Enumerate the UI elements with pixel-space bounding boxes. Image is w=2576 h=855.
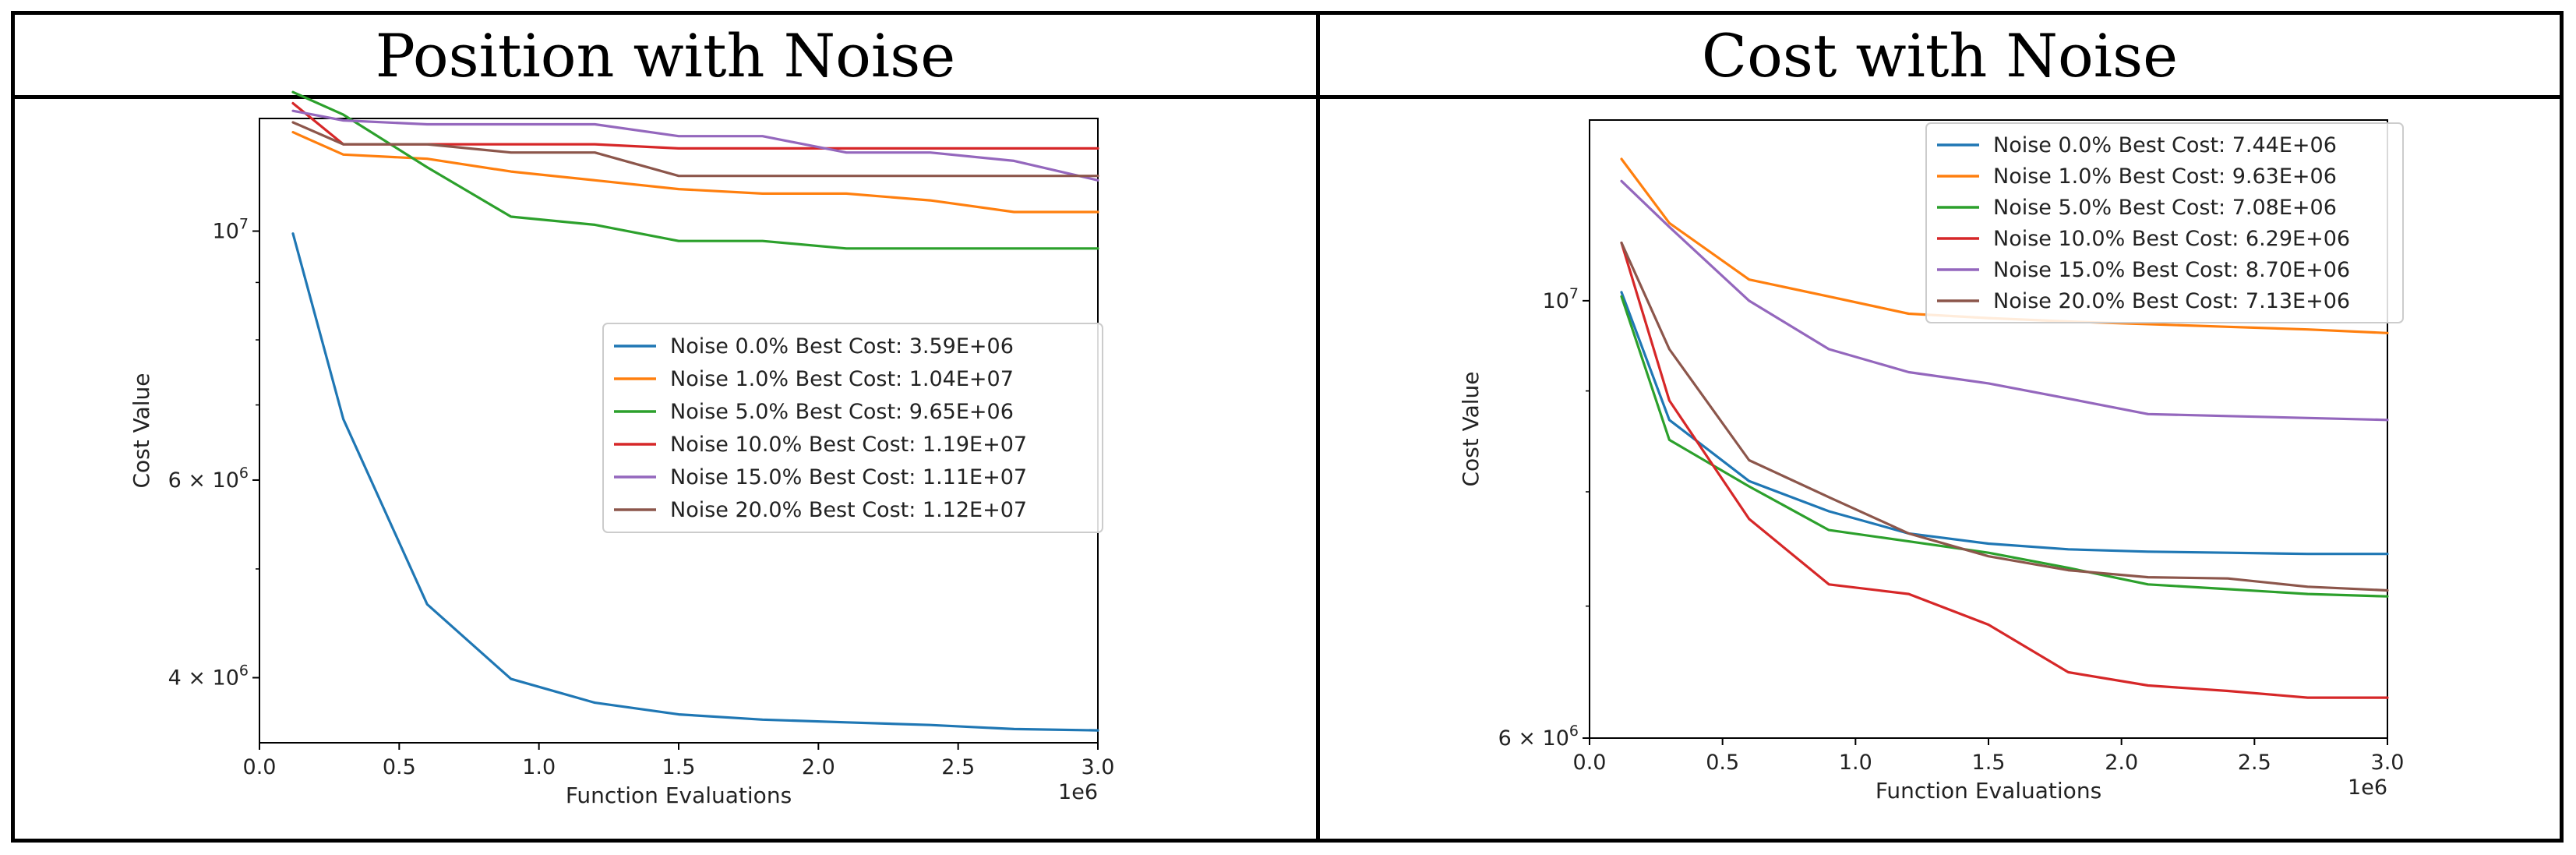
legend-entry-5: Noise 20.0% Best Cost: 7.13E+06: [1993, 289, 2350, 313]
x-tick-label: 0.0: [243, 755, 277, 779]
y-axis-label: Cost Value: [129, 373, 154, 488]
series-line-1: [291, 130, 1099, 214]
legend-entry-5: Noise 20.0% Best Cost: 1.12E+07: [670, 498, 1027, 522]
series-line-2: [1620, 295, 2389, 598]
x-tick-label: 3.0: [2371, 751, 2405, 775]
x-tick-label: 2.5: [2238, 751, 2271, 775]
right-panel-title: Cost with Noise: [1701, 21, 2179, 90]
series-line-2: [291, 90, 1099, 250]
y-tick-label: 107: [213, 216, 249, 244]
x-tick-label: 3.0: [1082, 755, 1115, 779]
y-tick-label: 107: [1543, 285, 1579, 313]
x-tick-label: 0.0: [1573, 751, 1607, 775]
legend-entry-3: Noise 10.0% Best Cost: 6.29E+06: [1993, 227, 2350, 251]
series-line-0: [1620, 291, 2389, 556]
x-tick-label: 1.5: [662, 755, 696, 779]
x-tick-label: 1.5: [1972, 751, 2006, 775]
y-tick-label: 6 × 106: [1498, 723, 1579, 751]
x-axis-label: Function Evaluations: [566, 783, 792, 808]
series-line-0: [291, 232, 1099, 732]
legend-entry-4: Noise 15.0% Best Cost: 1.11E+07: [670, 465, 1027, 489]
x-tick-label: 0.5: [383, 755, 416, 779]
position-noise-chart: 0.0 0.5 1.0 1.5 2.0 2.5 3.0 107 6 × 106 4 × 106 Fu…: [129, 90, 1115, 808]
left-panel-title: Position with Noise: [375, 21, 956, 90]
x-tick-label: 2.0: [2105, 751, 2138, 775]
x-scale-label: 1e6: [2348, 776, 2387, 800]
x-tick-label: 0.5: [1706, 751, 1739, 775]
legend-box: [1925, 122, 2404, 323]
x-tick-label: 1.0: [522, 755, 556, 779]
x-axis-label: Function Evaluations: [1876, 778, 2101, 804]
title-divider-horizontal: [11, 95, 2564, 99]
y-axis-label: Cost Value: [1458, 371, 1484, 486]
legend-entry-2: Noise 5.0% Best Cost: 9.65E+06: [670, 400, 1014, 424]
cost-noise-chart: 0.0 0.5 1.0 1.5 2.0 2.5 3.0 107 6 × 106 Function …: [1458, 119, 2405, 804]
y-tick-label: 6 × 106: [168, 465, 249, 493]
legend-entry-1: Noise 1.0% Best Cost: 9.63E+06: [1993, 164, 2337, 189]
series-line-3: [291, 101, 1099, 150]
legend-entry-3: Noise 10.0% Best Cost: 1.19E+07: [670, 433, 1027, 457]
legend-entry-4: Noise 15.0% Best Cost: 8.70E+06: [1993, 258, 2350, 282]
x-scale-label: 1e6: [1058, 780, 1098, 804]
legend-entry-1: Noise 1.0% Best Cost: 1.04E+07: [670, 367, 1014, 391]
legend-entry-0: Noise 0.0% Best Cost: 7.44E+06: [1993, 133, 2337, 157]
legend-box: [602, 323, 1103, 533]
y-tick-label: 4 × 106: [168, 662, 249, 690]
series-line-5: [291, 121, 1099, 178]
x-tick-label: 2.0: [802, 755, 835, 779]
legend-entry-0: Noise 0.0% Best Cost: 3.59E+06: [670, 334, 1014, 359]
series-line-3: [1620, 241, 2389, 699]
series-line-4: [1620, 179, 2389, 422]
legend-entry-2: Noise 5.0% Best Cost: 7.08E+06: [1993, 196, 2337, 220]
series-line-4: [291, 109, 1099, 182]
series-line-5: [1620, 241, 2389, 592]
x-tick-label: 1.0: [1839, 751, 1872, 775]
panel-divider-vertical: [1316, 11, 1320, 843]
x-tick-label: 2.5: [941, 755, 975, 779]
